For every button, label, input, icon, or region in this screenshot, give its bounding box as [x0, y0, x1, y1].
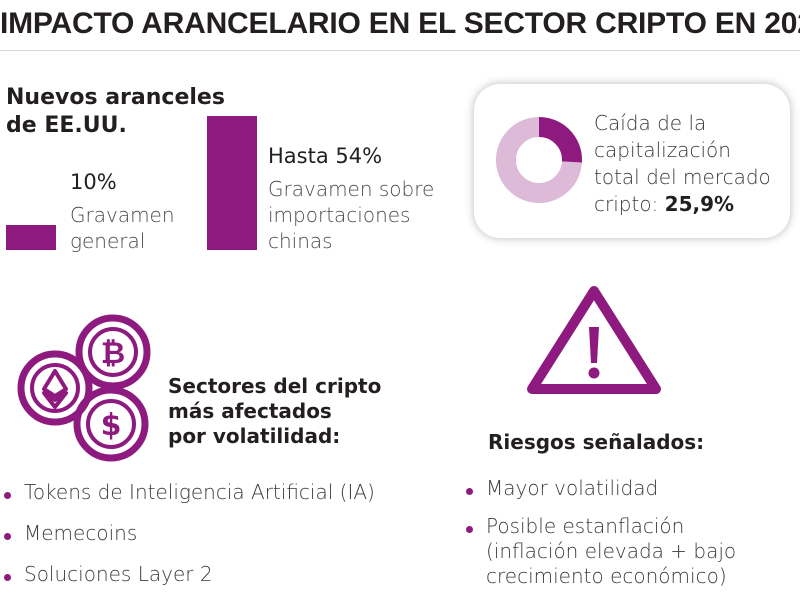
list-item: Mayor volatilidad	[464, 476, 736, 501]
china-tariff-label-line2: importaciones	[268, 203, 411, 227]
risk-item2-line2: (inflación elevada + bajo	[486, 539, 737, 563]
market-drop-prefix: cripto:	[594, 192, 665, 216]
china-tariff-bar	[207, 116, 257, 250]
china-tariff-value: Hasta 54%	[268, 144, 383, 168]
tariffs-heading-line1: Nuevos aranceles	[6, 85, 225, 110]
market-drop-card	[474, 84, 790, 238]
general-tariff-bar	[6, 225, 56, 250]
svg-text:₿: ₿	[101, 336, 125, 371]
general-tariff-label-line1: Gravamen	[70, 203, 175, 227]
market-drop-text: Caída de la capitalización total del mer…	[594, 110, 771, 218]
svg-text:$: $	[101, 408, 122, 443]
market-drop-line3: total del mercado	[594, 165, 771, 189]
general-tariff-label: Gravamen general	[70, 202, 175, 254]
market-drop-line4: cripto: 25,9%	[594, 191, 771, 218]
list-item: Tokens de Inteligencia Artificial (IA)	[2, 480, 375, 504]
tariffs-heading-line2: de EE.UU.	[6, 113, 127, 138]
page-title: IMPACTO ARANCELARIO EN EL SECTOR CRIPTO …	[0, 7, 800, 40]
risks-list: Mayor volatilidad Posible estanflación (…	[464, 476, 736, 589]
tariffs-heading: Nuevos aranceles de EE.UU.	[6, 84, 225, 140]
general-tariff-value: 10%	[70, 170, 117, 194]
sectors-heading: Sectores del cripto más afectados por vo…	[168, 374, 381, 449]
sectors-heading-line3: por volatilidad:	[168, 424, 341, 448]
crypto-coins-icon: ₿ $	[17, 314, 151, 462]
risk-item2-line3: crecimiento económico)	[486, 564, 727, 588]
sectors-heading-line2: más afectados	[168, 399, 332, 423]
china-tariff-label-line3: chinas	[268, 229, 333, 253]
sectors-list: Tokens de Inteligencia Artificial (IA) M…	[2, 480, 375, 586]
list-item: Soluciones Layer 2	[2, 562, 375, 586]
warning-triangle-icon	[527, 286, 661, 394]
donut-drop-segment	[496, 117, 582, 203]
china-tariff-label-line1: Gravamen sobre	[268, 177, 435, 201]
donut-chart-icon	[496, 117, 582, 203]
market-drop-value: 25,9%	[664, 192, 735, 216]
sectors-heading-line1: Sectores del cripto	[168, 374, 382, 398]
risk-item2-line1: Posible estanflación	[486, 514, 685, 538]
general-tariff-label-line2: general	[70, 229, 146, 253]
china-tariff-label: Gravamen sobre importaciones chinas	[268, 176, 434, 254]
risks-heading: Riesgos señalados:	[488, 430, 705, 454]
market-drop-line2: capitalización	[594, 138, 731, 162]
list-item: Memecoins	[2, 521, 375, 545]
list-item: Posible estanflación (inflación elevada …	[464, 514, 736, 589]
title-divider	[0, 50, 800, 51]
market-drop-line1: Caída de la	[594, 111, 707, 135]
